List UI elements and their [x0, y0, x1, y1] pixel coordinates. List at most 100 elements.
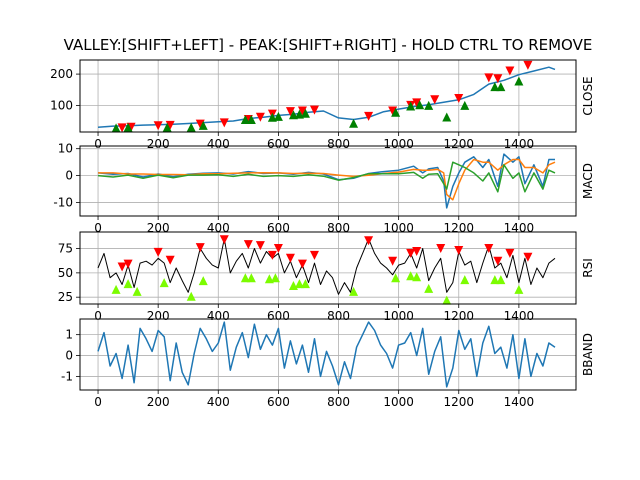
x-tick-label: 600 [267, 137, 290, 151]
peak-marker [165, 255, 175, 265]
x-tick-label: 800 [327, 395, 350, 409]
x-tick-label: 0 [94, 309, 102, 323]
axes-frame [79, 145, 577, 217]
peak-marker [309, 105, 319, 115]
x-tick-label: 1200 [443, 395, 474, 409]
x-tick-label: 1200 [443, 137, 474, 151]
valley-marker [186, 291, 196, 301]
x-tick-label: 1400 [504, 137, 535, 151]
peak-marker [267, 250, 277, 260]
peak-marker [153, 247, 163, 257]
peak-marker [165, 120, 175, 130]
valley-marker [496, 275, 506, 285]
y-tick-label: 200 [50, 67, 73, 81]
peak-marker [430, 95, 440, 105]
valley-marker [490, 275, 500, 285]
peak-marker [364, 111, 374, 121]
series-line-0 [97, 238, 556, 295]
axes-frame [79, 318, 577, 391]
valley-marker [240, 114, 250, 124]
peak-marker [255, 112, 265, 122]
series-line-2 [97, 161, 556, 193]
valley-marker [442, 295, 452, 305]
x-tick-label: 400 [207, 395, 230, 409]
x-tick-label: 200 [147, 395, 170, 409]
y-tick-label: 0 [65, 169, 73, 183]
valley-marker [460, 100, 470, 110]
valley-marker [111, 284, 121, 294]
peak-marker [523, 252, 533, 262]
valley-marker [406, 271, 416, 281]
valley-marker [246, 273, 256, 283]
figure-title: VALLEY:[SHIFT+LEFT] - PEAK:[SHIFT+RIGHT]… [64, 36, 593, 54]
x-tick-label: 0 [94, 137, 102, 151]
x-tick-label: 600 [267, 395, 290, 409]
valley-marker [198, 276, 208, 286]
y-axis-label: RSI [581, 258, 595, 278]
y-tick-label: 10 [58, 142, 73, 156]
peak-marker [273, 244, 283, 254]
peak-marker [285, 107, 295, 117]
panel-close: 0 200 400 600 800 1000 1200 1400 100 200 CLOSE [50, 59, 595, 151]
peak-marker [219, 235, 229, 245]
peak-marker [195, 119, 205, 129]
valley-marker [490, 82, 500, 92]
peak-marker [484, 244, 494, 254]
valley-marker [391, 107, 401, 117]
valley-marker [198, 120, 208, 130]
peak-marker [309, 250, 319, 260]
y-axis-label: CLOSE [581, 76, 595, 115]
valley-marker [240, 273, 250, 283]
series-line-0 [97, 66, 556, 129]
valley-marker [123, 122, 133, 132]
axes-frame [79, 59, 577, 133]
peak-marker [412, 98, 422, 108]
peak-marker [255, 241, 265, 251]
y-tick-label: 0 [65, 349, 73, 363]
y-tick-label: 50 [58, 266, 73, 280]
valley-marker [406, 101, 416, 111]
valley-marker [349, 118, 359, 128]
x-tick-label: 0 [94, 221, 102, 235]
valley-marker [514, 76, 524, 86]
peak-marker [454, 245, 464, 255]
peak-marker [523, 60, 533, 70]
x-tick-label: 800 [327, 137, 350, 151]
y-tick-label: -10 [53, 196, 73, 210]
x-tick-label: 1400 [504, 395, 535, 409]
valley-marker [415, 100, 425, 110]
valley-marker [111, 123, 121, 133]
valley-marker [424, 283, 434, 293]
valley-marker [514, 284, 524, 294]
valley-marker [412, 272, 422, 282]
peak-marker [219, 118, 229, 128]
x-tick-label: 400 [207, 137, 230, 151]
peak-marker [505, 248, 515, 258]
valley-marker [496, 82, 506, 92]
valley-marker [162, 122, 172, 132]
series-line-0 [97, 321, 556, 388]
valley-marker [349, 286, 359, 296]
peak-marker [388, 256, 398, 266]
valley-marker [270, 273, 280, 283]
peak-marker [297, 106, 307, 116]
valley-marker [391, 273, 401, 283]
y-tick-label: 1 [65, 328, 73, 342]
x-tick-label: 1000 [383, 395, 414, 409]
peak-marker [117, 123, 127, 133]
peak-marker [493, 256, 503, 266]
peak-marker [285, 253, 295, 263]
x-tick-label: 200 [147, 137, 170, 151]
valley-marker [123, 279, 133, 289]
peak-marker [195, 243, 205, 253]
valley-marker [246, 114, 256, 124]
y-axis-label: BBAND [581, 333, 595, 376]
peak-marker [454, 94, 464, 104]
valley-marker [132, 286, 142, 296]
peak-marker [123, 259, 133, 269]
valley-marker [300, 279, 310, 289]
y-tick-label: 75 [58, 242, 73, 256]
peak-marker [493, 74, 503, 84]
peak-marker [364, 236, 374, 246]
